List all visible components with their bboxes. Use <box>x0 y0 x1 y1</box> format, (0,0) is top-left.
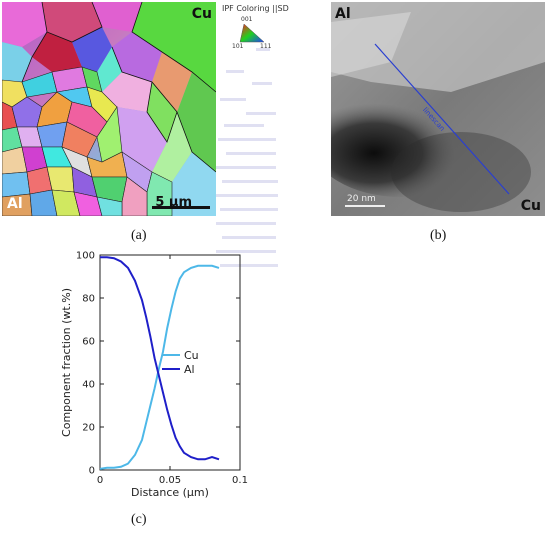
scale-bar-label: 5 µm <box>155 195 192 210</box>
label-cu: Cu <box>191 6 212 22</box>
y-tick-label: 0 <box>89 466 95 477</box>
tem-scale-bar-label: 20 nm <box>347 194 376 204</box>
series-line-al <box>100 256 220 461</box>
linescan-line <box>374 43 510 195</box>
ipf-legend-title: IPF Coloring ||SD <box>222 4 289 13</box>
ipf-pole-111: 111 <box>260 43 272 50</box>
x-tick-label: 0 <box>97 475 103 486</box>
series-line-cu <box>99 264 220 470</box>
y-tick-label: 100 <box>76 251 95 262</box>
tem-image: linescan Al Cu 20 nm <box>331 2 545 216</box>
legend-label-al: Al <box>184 363 195 376</box>
scale-bar <box>152 206 210 209</box>
y-axis-label: Component fraction (wt.%) <box>60 288 73 437</box>
label-al: Al <box>335 6 351 22</box>
caption-c: (c) <box>131 512 147 527</box>
caption-b: (b) <box>430 228 447 243</box>
fine-grain-region <box>2 66 173 216</box>
ipf-pole-101: 101 <box>232 43 244 50</box>
ipf-pole-001: 001 <box>241 16 253 23</box>
ipf-triangle-icon <box>239 24 265 43</box>
ebsd-ipf-map: Cu Al 5 µm <box>2 2 216 216</box>
label-al: Al <box>7 196 23 212</box>
x-tick-label: 0.05 <box>159 475 181 486</box>
y-tick-label: 40 <box>82 380 95 391</box>
label-cu: Cu <box>520 198 541 214</box>
legend-label-cu: Cu <box>184 349 199 362</box>
caption-a: (a) <box>131 228 147 243</box>
plot-frame <box>99 254 241 471</box>
composition-chart: 0 20 40 60 80 100 0 0.05 0.1 Distance (µm) Compone… <box>60 251 248 500</box>
ipf-legend: 001 101 111 <box>232 16 272 52</box>
x-tick-label: 0.1 <box>232 475 248 486</box>
tem-scale-bar <box>345 205 385 207</box>
x-axis-label: Distance (µm) <box>131 486 209 499</box>
faded-ebsd-overlay <box>216 20 280 272</box>
y-tick-label: 20 <box>82 423 95 434</box>
ebsd-image <box>2 2 216 216</box>
y-tick-label: 80 <box>82 294 95 305</box>
y-tick-label: 60 <box>82 337 95 348</box>
